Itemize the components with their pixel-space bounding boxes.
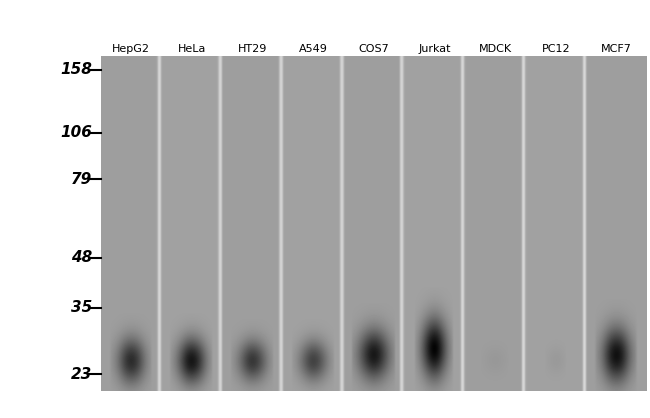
Text: 158: 158 [60,62,92,77]
Text: PC12: PC12 [541,44,570,54]
Text: HepG2: HepG2 [112,44,150,54]
Text: MDCK: MDCK [478,44,512,54]
Text: HT29: HT29 [238,44,267,54]
Text: A549: A549 [298,44,328,54]
Text: Jurkat: Jurkat [418,44,450,54]
Text: HeLa: HeLa [177,44,206,54]
Text: COS7: COS7 [358,44,389,54]
Text: MCF7: MCF7 [601,44,632,54]
Text: 79: 79 [71,172,92,187]
Text: 106: 106 [60,125,92,140]
Text: 23: 23 [71,367,92,382]
Text: 48: 48 [71,250,92,265]
Text: 35: 35 [71,300,92,315]
